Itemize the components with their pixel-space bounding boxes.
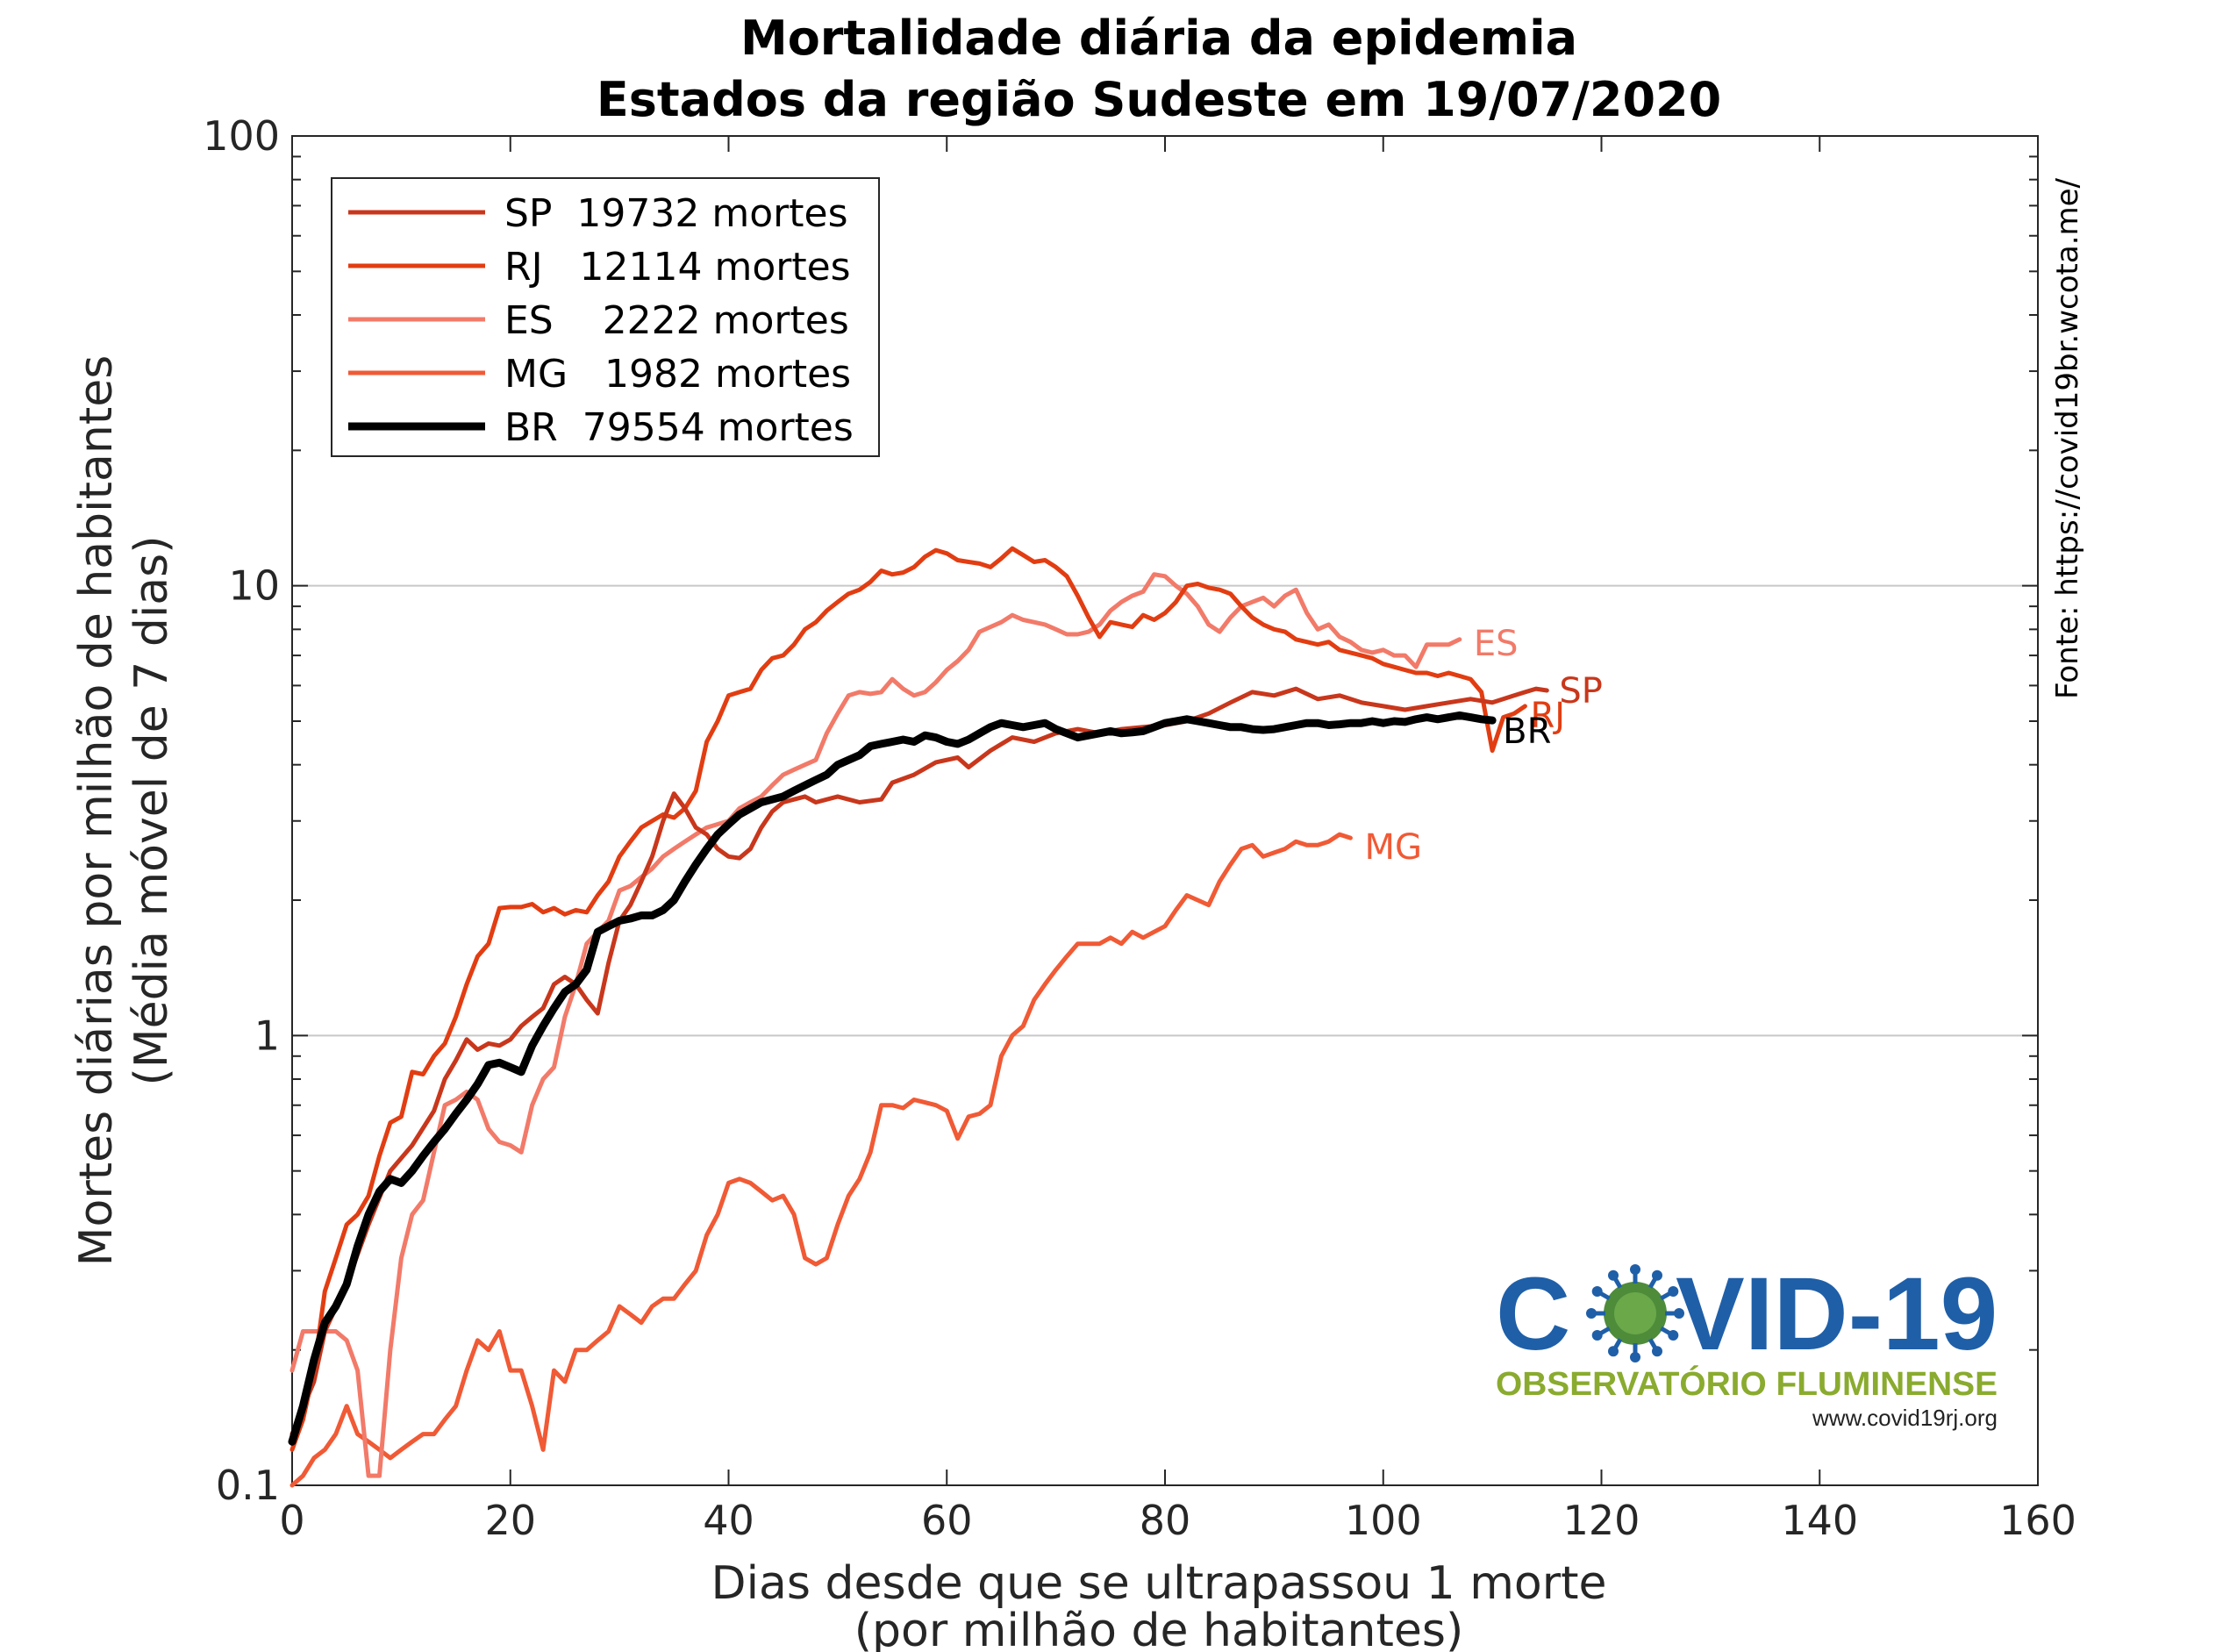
covid19-logo: C VID-19 OBSERVATÓRIO FLUMINENSE www.cov… <box>1496 1256 1998 1431</box>
end-label-br: BR <box>1503 712 1551 752</box>
x-axis-label-2: (por milhão de habitantes) <box>854 1605 1464 1652</box>
x-tick-label: 20 <box>484 1497 536 1544</box>
logo-subtitle: OBSERVATÓRIO FLUMINENSE <box>1496 1364 1998 1403</box>
x-tick-label: 160 <box>1999 1497 2076 1544</box>
y-axis-label: Mortes diárias por milhão de habitantes <box>70 355 123 1267</box>
legend-label-sp: SP 19732 mortes <box>504 191 848 236</box>
legend: SP 19732 mortes RJ 12114 mortes ES 2222 mo… <box>331 177 880 457</box>
plot-area-frame <box>291 135 2039 1486</box>
chart-title: Mortalidade diária da epidemia <box>740 11 1577 66</box>
y-tick-label: 10 <box>228 562 280 610</box>
series-line-rj <box>289 546 1527 1452</box>
x-tick-label: 80 <box>1140 1497 1191 1544</box>
end-label-sp: SP <box>1559 671 1603 712</box>
legend-label-mg: MG 1982 mortes <box>504 352 851 397</box>
end-label-es: ES <box>1474 624 1519 664</box>
virus-icon <box>1586 1264 1684 1362</box>
x-axis-label: Dias desde que se ultrapassou 1 morte <box>711 1557 1607 1610</box>
series-lines <box>288 546 1549 1488</box>
logo-word-end: VID-19 <box>1676 1256 1998 1372</box>
series-line-sp <box>289 686 1549 1437</box>
legend-label-rj: RJ 12114 mortes <box>504 245 851 290</box>
series-line-es <box>289 572 1462 1478</box>
source-text: Fonte: https://covid19br.wcota.me/ <box>2050 177 2085 699</box>
grid-lines <box>292 584 2038 1037</box>
chart-subtitle: Estados da região Sudeste em 19/07/2020 <box>597 72 1721 127</box>
y-tick-label: 0.1 <box>216 1462 280 1509</box>
end-label-rj: RJ <box>1530 696 1565 736</box>
logo-word-start: C <box>1496 1256 1570 1372</box>
legend-label-br: BR 79554 mortes <box>504 405 854 450</box>
end-label-mg: MG <box>1364 827 1422 868</box>
x-tick-label: 140 <box>1781 1497 1858 1544</box>
logo-url: www.covid19rj.org <box>1812 1405 1998 1431</box>
x-tick-label: 0 <box>279 1497 304 1544</box>
x-tick-labels: 0 20 40 60 80 100 120 140 160 <box>279 1497 2076 1544</box>
y-tick-labels: 0.1 1 10 100 <box>203 112 280 1509</box>
x-tick-label: 60 <box>921 1497 973 1544</box>
x-tick-label: 120 <box>1563 1497 1640 1544</box>
y-tick-label: 100 <box>203 112 280 160</box>
series-line-mg <box>289 832 1353 1488</box>
y-tick-label: 1 <box>254 1012 280 1059</box>
legend-label-es: ES 2222 mortes <box>504 298 849 343</box>
x-tick-label: 100 <box>1345 1497 1422 1544</box>
series-line-br <box>288 711 1497 1446</box>
y-axis-label-2: (Média móvel de 7 dias) <box>125 535 178 1085</box>
x-tick-label: 40 <box>703 1497 754 1544</box>
